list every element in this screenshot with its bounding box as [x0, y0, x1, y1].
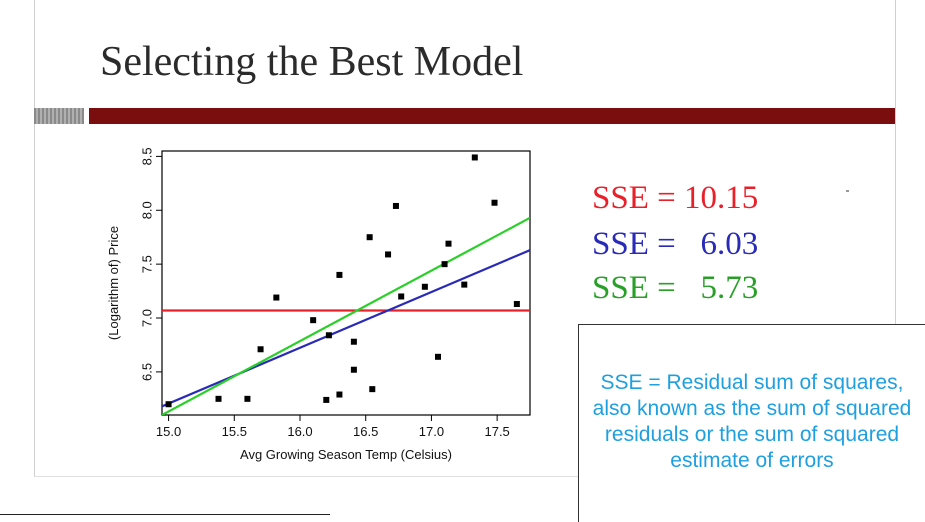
x-tick-label: 17.5: [484, 424, 509, 439]
footnote-line: [0, 514, 330, 515]
fit-line-2: [162, 216, 530, 415]
data-point: [350, 366, 357, 373]
data-point: [461, 281, 468, 288]
note-box: SSE = Residual sum of squares, also know…: [578, 324, 925, 522]
data-point: [325, 332, 332, 339]
fit-line-1: [162, 249, 530, 408]
x-tick-label: 16.0: [287, 424, 312, 439]
title-accent-red: [89, 108, 895, 124]
data-point: [421, 283, 428, 290]
slide-title: Selecting the Best Model: [100, 39, 524, 85]
y-tick-label: 6.5: [139, 363, 154, 381]
y-tick-label: 7.0: [139, 309, 154, 327]
data-point: [369, 386, 376, 393]
data-point: [385, 251, 392, 258]
y-tick-label: 8.5: [139, 147, 154, 165]
data-point: [398, 293, 405, 300]
data-point: [273, 294, 280, 301]
x-tick-label: 16.5: [353, 424, 378, 439]
note-text: SSE = Residual sum of squares, also know…: [592, 371, 912, 472]
stray-mark: [846, 190, 849, 192]
plot-frame: [161, 150, 531, 416]
x-tick-label: 15.5: [222, 424, 247, 439]
x-tick-label: 17.0: [419, 424, 444, 439]
data-point: [336, 391, 343, 398]
data-point: [215, 395, 222, 402]
data-point: [350, 338, 357, 345]
x-axis-label: Avg Growing Season Temp (Celsius): [240, 447, 452, 462]
y-axis-label: (Logarithm of) Price: [106, 226, 121, 340]
data-point: [257, 346, 264, 353]
scatter-chart: 15.0 15.5 16.0 16.5 17.0 17.5 6.5 7.0 7.5 8.0 8.5 A…: [106, 147, 531, 462]
y-tick-label: 7.5: [139, 255, 154, 273]
sse-blue-label: SSE = 6.03: [592, 226, 759, 262]
data-point: [441, 261, 448, 268]
chart-layer: 15.0 15.5 16.0 16.5 17.0 17.5 6.5 7.0 7.5 8.0 8.5 A…: [106, 147, 531, 462]
data-point: [471, 154, 478, 161]
x-tick-label: 15.0: [156, 424, 181, 439]
y-tick-label: 8.0: [139, 201, 154, 219]
data-point: [392, 202, 399, 209]
sse-green-label: SSE = 5.73: [592, 270, 759, 306]
data-point: [366, 234, 373, 241]
data-point: [513, 301, 520, 308]
data-point: [491, 199, 498, 206]
data-point: [435, 353, 441, 360]
data-point: [165, 401, 172, 408]
title-accent-gray: [34, 108, 84, 124]
data-point: [336, 271, 343, 278]
data-point: [323, 396, 330, 403]
data-point: [445, 240, 452, 247]
data-point: [310, 317, 317, 324]
data-point: [244, 395, 251, 402]
sse-red-label: SSE = 10.15: [592, 180, 759, 216]
